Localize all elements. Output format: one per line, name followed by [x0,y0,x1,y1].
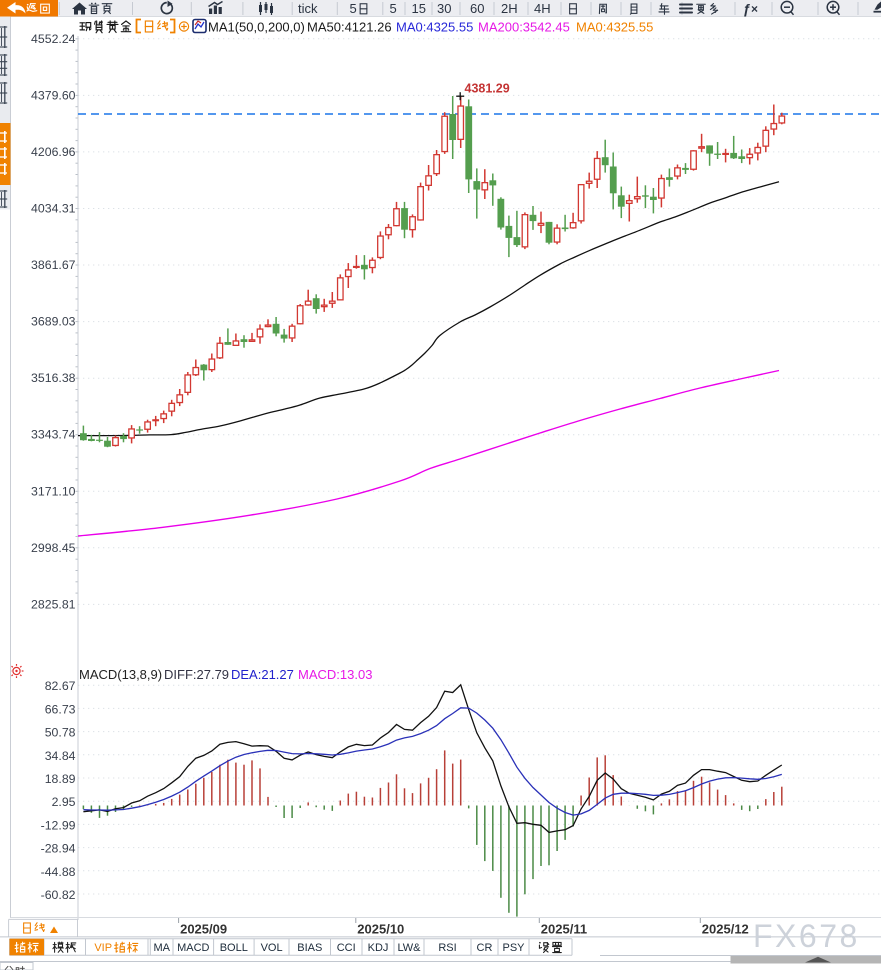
svg-text:RSI: RSI [438,942,456,954]
svg-text:-60.82: -60.82 [41,888,76,902]
svg-text:MA200:3542.45: MA200:3542.45 [478,20,570,35]
svg-text:2025/09: 2025/09 [180,921,227,936]
svg-text:15: 15 [412,1,426,16]
svg-text:MA: MA [153,942,170,954]
svg-text:DIFF:27.79: DIFF:27.79 [164,667,229,682]
svg-text:18.89: 18.89 [45,772,76,786]
svg-text:4379.60: 4379.60 [31,88,76,102]
svg-text:KDJ: KDJ [368,942,389,954]
svg-text:2H: 2H [501,1,518,16]
svg-text:30: 30 [437,1,451,16]
svg-text:-28.94: -28.94 [41,842,76,856]
svg-text:3516.38: 3516.38 [31,371,76,385]
svg-text:34.84: 34.84 [45,749,76,763]
svg-text:3171.10: 3171.10 [31,484,76,498]
svg-text:2.95: 2.95 [52,795,76,809]
svg-text:-12.99: -12.99 [41,818,76,832]
svg-text:LW&: LW& [397,942,421,954]
svg-text:MA0:4325.55: MA0:4325.55 [576,20,653,35]
svg-text:FX678: FX678 [753,918,860,954]
svg-text:MA50:4121.26: MA50:4121.26 [307,20,392,35]
svg-text:VIP: VIP [94,942,112,954]
svg-text:BIAS: BIAS [297,942,322,954]
svg-text:2025/12: 2025/12 [702,921,749,936]
svg-text:5: 5 [350,1,357,16]
svg-text:4H: 4H [534,1,551,16]
svg-text:4552.24: 4552.24 [31,32,76,46]
svg-text:MA0:4325.55: MA0:4325.55 [396,20,473,35]
svg-text:2825.81: 2825.81 [31,597,76,611]
svg-text:MA1(50,0,200,0): MA1(50,0,200,0) [208,20,305,35]
svg-text:2998.45: 2998.45 [31,541,76,555]
svg-text:tick: tick [298,1,318,16]
svg-text:4381.29: 4381.29 [465,82,510,96]
svg-text:3689.03: 3689.03 [31,315,76,329]
svg-text:MACD: MACD [177,942,209,954]
svg-text:CCI: CCI [337,942,356,954]
svg-text:ƒ: ƒ [743,1,751,17]
svg-text:PSY: PSY [502,942,525,954]
svg-text:4034.31: 4034.31 [31,202,76,216]
svg-text:60: 60 [470,1,484,16]
svg-text:MACD:13.03: MACD:13.03 [298,667,372,682]
svg-text:-44.88: -44.88 [41,865,76,879]
svg-text:CR: CR [477,942,493,954]
svg-text:4206.96: 4206.96 [31,145,76,159]
svg-text:BOLL: BOLL [220,942,248,954]
svg-text:2025/10: 2025/10 [357,921,404,936]
svg-text:5: 5 [390,1,397,16]
svg-text:3861.67: 3861.67 [31,258,76,272]
svg-text:3343.74: 3343.74 [31,428,76,442]
svg-text:DEA:21.27: DEA:21.27 [231,667,294,682]
svg-text:2025/11: 2025/11 [541,921,587,936]
svg-text:82.67: 82.67 [45,679,76,693]
svg-text:50.78: 50.78 [45,726,76,740]
svg-text:×: × [751,2,758,16]
svg-text:66.73: 66.73 [45,702,76,716]
svg-text:MACD(13,8,9): MACD(13,8,9) [79,667,162,682]
svg-text:VOL: VOL [261,942,283,954]
